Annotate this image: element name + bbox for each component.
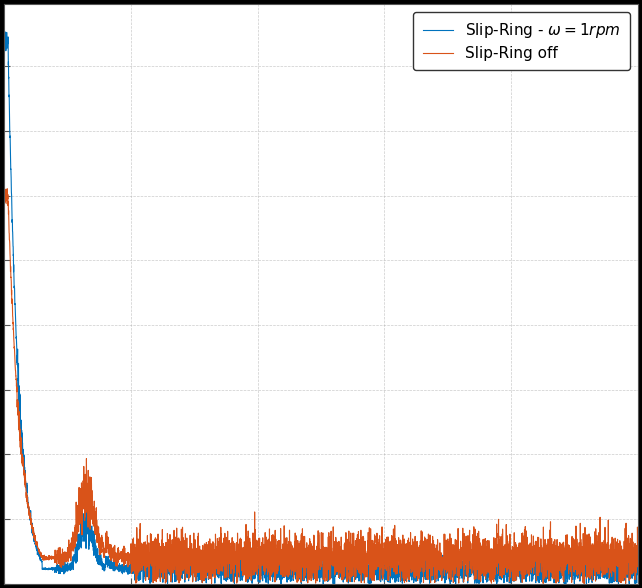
Slip-Ring - $\omega = 1rpm$ [243, 550, 250, 557]
Slip-Ring off [243, 573, 250, 580]
Line: Slip-Ring - $\omega = 1rpm$: Slip-Ring - $\omega = 1rpm$ [4, 32, 638, 584]
Slip-Ring - $\omega = 1rpm$ [473, 571, 481, 578]
Slip-Ring off [3, 185, 11, 192]
Slip-Ring - $\omega = 1rpm$ [632, 580, 639, 587]
Slip-Ring - $\omega = 1rpm$ [634, 571, 642, 578]
Slip-Ring off [521, 523, 529, 530]
Slip-Ring - $\omega = 1rpm$ [521, 570, 529, 577]
Slip-Ring - $\omega = 1rpm$ [0, 34, 8, 41]
Slip-Ring - $\omega = 1rpm$ [116, 560, 123, 567]
Slip-Ring off [473, 566, 481, 573]
Slip-Ring off [580, 580, 588, 587]
Slip-Ring - $\omega = 1rpm$ [1, 28, 9, 35]
Slip-Ring off [116, 556, 123, 563]
Legend: Slip-Ring - $\omega = 1rpm$, Slip-Ring off: Slip-Ring - $\omega = 1rpm$, Slip-Ring o… [413, 12, 630, 70]
Slip-Ring off [0, 191, 8, 198]
Slip-Ring - $\omega = 1rpm$ [413, 561, 421, 568]
Line: Slip-Ring off: Slip-Ring off [4, 189, 638, 583]
Slip-Ring off [413, 546, 421, 553]
Slip-Ring - $\omega = 1rpm$ [381, 566, 388, 573]
Slip-Ring off [634, 550, 642, 557]
Slip-Ring off [381, 539, 388, 546]
